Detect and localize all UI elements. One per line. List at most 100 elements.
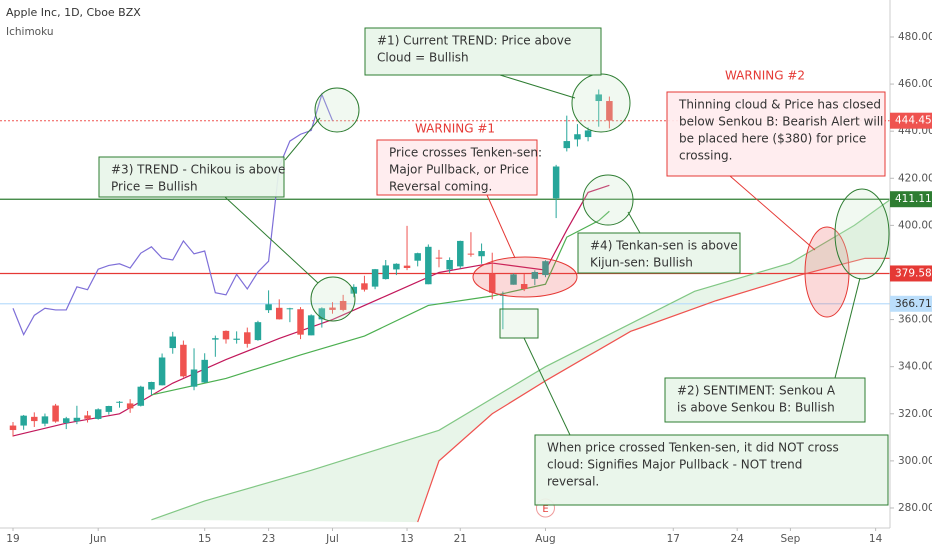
candle-body xyxy=(62,418,70,423)
connector xyxy=(224,196,319,284)
y-tick-label: 420.00 xyxy=(898,172,932,184)
warning-text: WARNING #2 xyxy=(725,69,805,83)
annotation-box xyxy=(376,139,538,196)
candle-body xyxy=(393,263,400,270)
candle-body xyxy=(158,357,166,386)
connector xyxy=(284,117,321,161)
price-label: 366.71 xyxy=(895,298,932,310)
x-tick-label: 15 xyxy=(198,533,211,545)
y-tick-label: 320.00 xyxy=(898,408,932,420)
y-tick-label: 480.00 xyxy=(898,31,932,43)
candle-body xyxy=(531,272,539,279)
candle-body xyxy=(233,338,240,340)
annotation-shapes xyxy=(0,0,891,529)
highlight-circle xyxy=(582,174,634,226)
indicator-line xyxy=(12,92,334,337)
candle-body xyxy=(584,130,592,138)
annotation-text: Cloud = Bullish xyxy=(377,51,469,65)
annotation-box xyxy=(664,377,866,423)
indicator-line xyxy=(151,210,610,396)
price-label-box xyxy=(890,265,932,282)
event-label: E xyxy=(542,504,548,515)
candle-body xyxy=(542,261,549,276)
annotation-text: reversal. xyxy=(547,475,599,489)
price-label: 444.45 xyxy=(895,115,932,127)
candle-body xyxy=(510,274,517,285)
candle-body xyxy=(307,315,315,336)
candle-body xyxy=(403,265,411,269)
candle-body xyxy=(467,253,475,255)
candle-body xyxy=(20,415,27,426)
candle-body xyxy=(137,386,145,406)
indicator-line xyxy=(12,184,610,437)
plot-area xyxy=(0,89,890,523)
annotation-text: #4) Tenkan-sen is above xyxy=(590,239,738,253)
highlight-ellipse xyxy=(804,226,850,318)
indicator-name: Ichimoku xyxy=(6,26,54,38)
x-tick-label: 17 xyxy=(667,533,680,545)
candle-body xyxy=(425,246,432,285)
highlight-ellipse xyxy=(472,256,578,298)
annotation-text: Kijun-sen: Bullish xyxy=(590,256,693,270)
candle-body xyxy=(275,307,283,320)
connector xyxy=(486,194,516,259)
candle-body xyxy=(606,101,613,121)
x-tick-label: 13 xyxy=(400,533,413,545)
chart-title: Apple Inc, 1D, Cboe BZX xyxy=(6,6,141,19)
y-tick-label: 340.00 xyxy=(898,361,932,373)
connector xyxy=(627,211,641,234)
candle-body xyxy=(105,406,113,412)
candle-body xyxy=(595,94,602,102)
candle-body xyxy=(435,257,443,259)
annotation-text: Price crosses Tenken-sen: xyxy=(389,146,542,160)
y-tick-label: 280.00 xyxy=(898,502,932,514)
x-tick-label: Sep xyxy=(781,533,801,545)
candle-body xyxy=(361,283,368,290)
candle-body xyxy=(84,415,91,419)
annotation-text: #2) SENTIMENT: Senkou A xyxy=(677,384,836,398)
highlight-box xyxy=(499,308,539,339)
connector xyxy=(499,74,576,99)
candle-body xyxy=(382,265,389,280)
annotation-text: Price = Bullish xyxy=(111,180,198,194)
candle-body xyxy=(116,401,123,403)
annotation-box xyxy=(534,434,889,506)
annotation-text: When price crossed Tenken-sen, it did NO… xyxy=(547,441,839,455)
candle-body xyxy=(457,240,464,267)
annotation-text: crossing. xyxy=(679,149,732,163)
candle-body xyxy=(212,338,219,340)
warning-text: WARNING #1 xyxy=(415,122,495,136)
candle-body xyxy=(446,259,453,270)
connector xyxy=(729,175,816,251)
candle-body xyxy=(371,269,379,287)
annotation-text: is above Senkou B: Bullish xyxy=(677,401,835,415)
x-tick-label: 24 xyxy=(730,533,744,545)
price-label: 411.11 xyxy=(895,193,932,205)
candle-body xyxy=(563,141,571,149)
candle-body xyxy=(286,308,294,310)
candle-body xyxy=(41,416,49,424)
y-tick-label: 460.00 xyxy=(898,78,932,90)
price-label-box xyxy=(890,112,932,129)
connector xyxy=(834,277,861,379)
x-tick-label: 23 xyxy=(262,533,275,545)
candle-body xyxy=(254,322,262,341)
highlight-ellipse xyxy=(834,188,890,280)
annotation-text: #1) Current TREND: Price above xyxy=(377,34,571,48)
annotation-text: Major Pullback, or Price xyxy=(389,163,529,177)
candle-body xyxy=(339,300,347,310)
annotation-text: Thinning cloud & Price has closed xyxy=(678,98,881,112)
x-tick-label: Jul xyxy=(325,533,339,545)
y-tick-label: 360.00 xyxy=(898,314,932,326)
candle-body xyxy=(520,284,528,289)
annotation-box xyxy=(666,91,886,177)
candle-body xyxy=(126,403,134,409)
annotation-box xyxy=(364,27,602,76)
highlight-circle xyxy=(310,276,356,322)
x-tick-label: 19 xyxy=(6,533,19,545)
annotation-text: #3) TREND - Chikou is above xyxy=(111,163,285,177)
candle-body xyxy=(180,344,187,377)
highlight-circle xyxy=(571,73,631,133)
candle-body xyxy=(297,309,304,335)
annotation-box xyxy=(577,232,741,274)
